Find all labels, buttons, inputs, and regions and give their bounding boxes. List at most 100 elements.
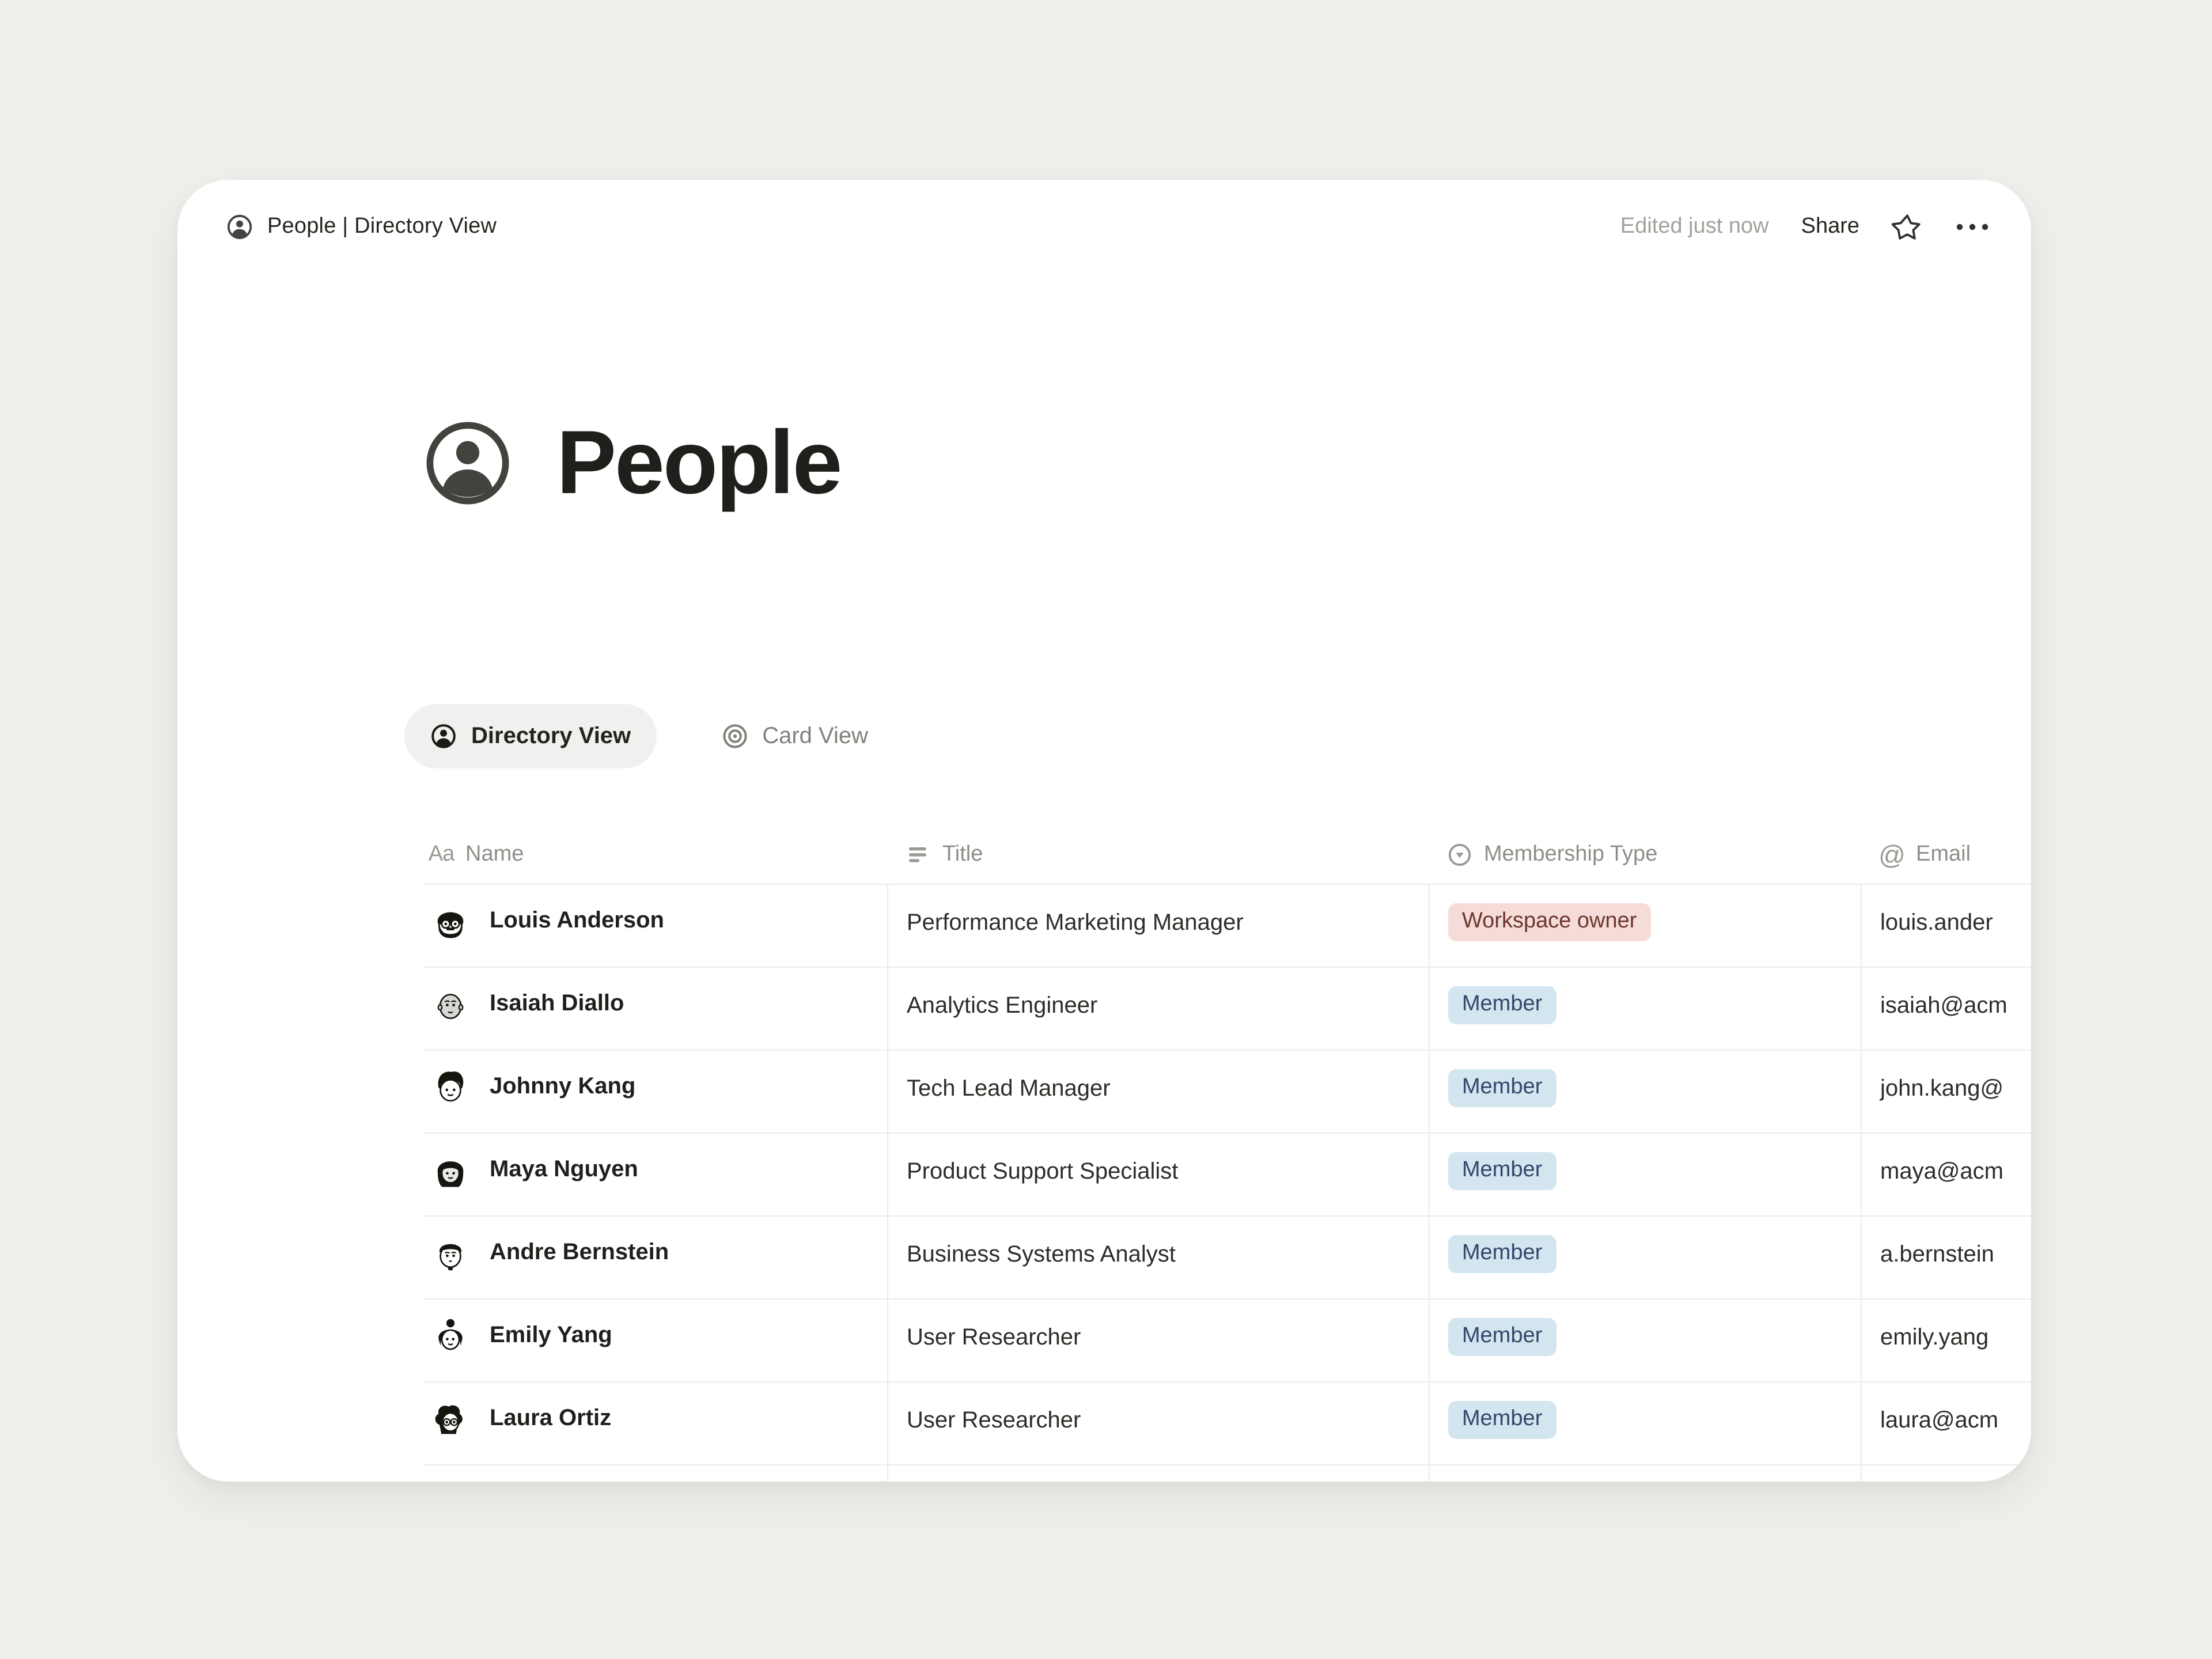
name-cell[interactable]: Louis Anderson xyxy=(423,885,887,967)
text-lines-icon xyxy=(906,842,931,868)
breadcrumb[interactable]: People | Directory View xyxy=(226,213,497,241)
person-title: Analytics Engineer xyxy=(907,993,1098,1018)
person-email: louis.ander xyxy=(1880,910,1993,935)
membership-badge: Workspace owner xyxy=(1448,903,1651,941)
membership-cell[interactable]: Workspace owner xyxy=(1429,885,1861,967)
tab-card-view[interactable]: Card View xyxy=(695,704,893,768)
table-row-partial xyxy=(423,1465,2031,1482)
table-row[interactable]: Emily Yang User Researcher Member emily.… xyxy=(423,1300,2031,1382)
title-cell[interactable]: Product Support Specialist xyxy=(887,1134,1429,1215)
avatar xyxy=(429,1149,472,1192)
avatar xyxy=(429,900,472,944)
email-cell[interactable]: isaiah@acm xyxy=(1861,968,2031,1050)
avatar-isaiah-icon xyxy=(437,994,464,1020)
view-tabs: Directory View Card View xyxy=(404,704,2031,768)
membership-cell[interactable]: Member xyxy=(1429,968,1861,1050)
page-title-block: People xyxy=(423,410,2031,515)
avatar-johnny-icon xyxy=(438,1071,464,1102)
table-row[interactable]: Louis Anderson Performance Marketing Man… xyxy=(423,885,2031,968)
person-email: a.bernstein xyxy=(1880,1242,1994,1267)
table-row[interactable]: Johnny Kang Tech Lead Manager Member joh… xyxy=(423,1051,2031,1134)
favorite-button[interactable] xyxy=(1892,211,1923,243)
email-cell[interactable]: emily.yang xyxy=(1861,1300,2031,1381)
table-row[interactable]: Andre Bernstein Business Systems Analyst… xyxy=(423,1217,2031,1300)
person-name: Emily Yang xyxy=(490,1323,612,1348)
avatar xyxy=(429,1066,472,1109)
column-header-title[interactable]: Title xyxy=(887,826,1429,884)
person-circle-icon xyxy=(227,214,252,240)
avatar-louis-icon xyxy=(437,912,464,938)
column-header-membership-type[interactable]: Membership Type xyxy=(1429,826,1861,884)
person-name: Maya Nguyen xyxy=(490,1157,638,1182)
top-bar-actions: Edited just now Share xyxy=(1620,211,1990,243)
membership-cell[interactable]: Member xyxy=(1429,1300,1861,1381)
person-name: Andre Bernstein xyxy=(490,1240,669,1265)
person-email: emily.yang xyxy=(1880,1325,1989,1350)
membership-cell[interactable]: Member xyxy=(1429,1134,1861,1215)
person-name: Isaiah Diallo xyxy=(490,991,624,1016)
column-header-label: Title xyxy=(942,842,983,866)
person-name: Laura Ortiz xyxy=(490,1406,612,1431)
target-icon xyxy=(722,724,747,748)
avatar-andre-icon xyxy=(439,1244,462,1271)
name-cell[interactable]: Johnny Kang xyxy=(423,1051,887,1132)
name-cell[interactable]: Emily Yang xyxy=(423,1300,887,1381)
page-content: People Directory View xyxy=(177,410,2031,1482)
person-circle-icon xyxy=(426,421,509,504)
star-outline-icon xyxy=(1892,214,1921,239)
person-title: Performance Marketing Manager xyxy=(907,910,1244,935)
membership-badge: Member xyxy=(1448,1318,1556,1356)
text-Aa-icon: Aa xyxy=(428,842,455,866)
table-row[interactable]: Maya Nguyen Product Support Specialist M… xyxy=(423,1134,2031,1217)
title-cell[interactable]: User Researcher xyxy=(887,1382,1429,1464)
email-cell[interactable]: laura@acm xyxy=(1861,1382,2031,1464)
person-circle-icon xyxy=(431,724,456,748)
email-cell[interactable]: louis.ander xyxy=(1861,885,2031,967)
title-cell[interactable]: Tech Lead Manager xyxy=(887,1051,1429,1132)
share-button[interactable]: Share xyxy=(1801,214,1859,238)
top-bar: People | Directory View Edited just now … xyxy=(177,180,2031,258)
tab-directory-view[interactable]: Directory View xyxy=(404,704,657,768)
edited-status: Edited just now xyxy=(1620,214,1769,238)
title-cell[interactable]: User Researcher xyxy=(887,1300,1429,1381)
title-cell[interactable]: Business Systems Analyst xyxy=(887,1217,1429,1298)
tab-label: Card View xyxy=(762,723,868,748)
select-caret-icon xyxy=(1447,842,1472,868)
name-cell[interactable]: Laura Ortiz xyxy=(423,1382,887,1464)
membership-badge: Member xyxy=(1448,1152,1556,1190)
tab-label: Directory View xyxy=(471,723,631,748)
at-sign-icon: @ xyxy=(1878,839,1906,869)
membership-cell[interactable]: Member xyxy=(1429,1217,1861,1298)
directory-table: Aa Name Title xyxy=(423,826,2031,1482)
avatar-laura-icon xyxy=(435,1405,463,1434)
email-cell[interactable]: a.bernstein xyxy=(1861,1217,2031,1298)
more-options-button[interactable] xyxy=(1955,211,1990,243)
name-cell[interactable]: Maya Nguyen xyxy=(423,1134,887,1215)
name-cell[interactable]: Isaiah Diallo xyxy=(423,968,887,1050)
table-header-row: Aa Name Title xyxy=(423,826,2031,885)
column-header-label: Email xyxy=(1916,842,1971,866)
table-row[interactable]: Laura Ortiz User Researcher Member laura… xyxy=(423,1382,2031,1465)
person-title: User Researcher xyxy=(907,1408,1081,1433)
column-header-name[interactable]: Aa Name xyxy=(423,826,887,884)
person-title: Tech Lead Manager xyxy=(907,1076,1111,1101)
table-row[interactable]: Isaiah Diallo Analytics Engineer Member … xyxy=(423,968,2031,1051)
name-cell[interactable]: Andre Bernstein xyxy=(423,1217,887,1298)
email-cell[interactable]: john.kang@ xyxy=(1861,1051,2031,1132)
avatar xyxy=(429,1232,472,1275)
avatar xyxy=(429,1315,472,1358)
title-cell[interactable]: Analytics Engineer xyxy=(887,968,1429,1050)
avatar-maya-icon xyxy=(437,1161,464,1187)
avatar xyxy=(429,983,472,1027)
person-title: Product Support Specialist xyxy=(907,1159,1179,1184)
column-header-label: Name xyxy=(465,842,524,866)
email-cell[interactable]: maya@acm xyxy=(1861,1134,2031,1215)
membership-cell[interactable]: Member xyxy=(1429,1382,1861,1464)
column-header-email[interactable]: @ Email xyxy=(1861,826,2031,884)
person-name: Louis Anderson xyxy=(490,908,664,933)
column-header-label: Membership Type xyxy=(1484,842,1658,866)
title-cell[interactable]: Performance Marketing Manager xyxy=(887,885,1429,967)
page-title: People xyxy=(556,411,842,513)
person-email: isaiah@acm xyxy=(1880,993,2008,1018)
membership-cell[interactable]: Member xyxy=(1429,1051,1861,1132)
